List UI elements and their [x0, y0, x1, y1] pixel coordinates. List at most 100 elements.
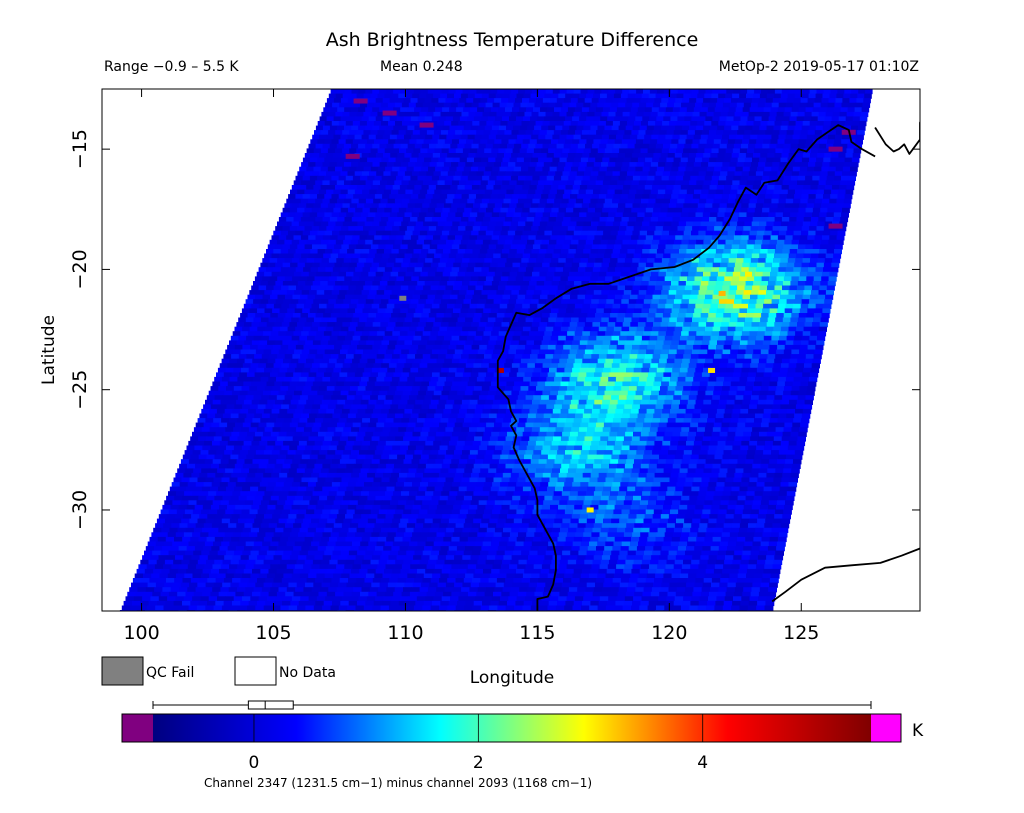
heat-cell: [671, 139, 679, 145]
heat-cell: [403, 322, 412, 328]
heat-cell: [815, 162, 823, 168]
heat-cell: [518, 175, 526, 181]
heat-cell: [634, 249, 643, 255]
plot-area: 100 105 110 115 120 125 −15−20−25−30: [69, 88, 921, 644]
heat-cell: [497, 335, 506, 341]
heat-cell: [646, 102, 654, 108]
heat-cell: [313, 203, 322, 209]
heat-cell: [820, 134, 829, 140]
heat-cell: [546, 376, 555, 383]
heat-cell: [753, 121, 762, 127]
heat-cell: [735, 326, 744, 332]
heat-cell: [429, 267, 438, 273]
heat-cell: [344, 276, 353, 282]
heat-cell: [326, 134, 334, 140]
heat-cell: [636, 189, 645, 195]
heat-cell: [534, 340, 543, 346]
heat-cell: [683, 121, 691, 127]
heat-cell: [594, 372, 603, 378]
heat-cell: [672, 244, 681, 250]
heat-cell: [419, 340, 428, 346]
heat-cell: [332, 349, 341, 355]
heat-cell: [709, 340, 718, 346]
heat-cell: [768, 212, 777, 218]
heat-cell: [814, 98, 823, 104]
heat-cell: [571, 166, 579, 172]
heat-cell: [815, 230, 824, 236]
heat-cell: [860, 111, 869, 118]
heat-cell: [435, 125, 444, 131]
heat-cell: [637, 107, 646, 113]
heat-cell: [673, 299, 682, 305]
heat-cell: [651, 134, 659, 140]
heat-cell: [585, 239, 594, 245]
heat-cell: [507, 303, 516, 309]
heat-cell: [673, 157, 682, 163]
heat-cell: [647, 230, 655, 236]
heat-cell: [800, 267, 809, 273]
heat-cell: [529, 162, 538, 168]
heat-cell: [694, 340, 703, 346]
heat-cell: [469, 281, 478, 287]
heat-cell: [417, 98, 426, 104]
heat-cell: [393, 285, 402, 291]
heat-cell: [536, 281, 545, 287]
heat-cell: [434, 148, 443, 154]
heat-cell: [508, 139, 517, 145]
heat-cell: [293, 180, 302, 186]
heat-cell: [602, 157, 610, 163]
heat-cell: [336, 258, 345, 264]
heat-cell: [336, 162, 345, 168]
heat-cell: [671, 308, 680, 314]
heat-cell: [456, 299, 465, 305]
heat-cell: [780, 363, 790, 369]
heat-cell: [511, 267, 520, 273]
heat-cell: [644, 185, 653, 191]
heat-cell: [485, 230, 494, 236]
heat-cell: [670, 171, 678, 177]
heat-cell: [710, 212, 718, 218]
heat-cell: [412, 294, 421, 300]
heat-cell: [509, 322, 518, 328]
heat-cell: [804, 249, 813, 255]
heat-cell: [472, 294, 481, 300]
heat-cell: [591, 171, 599, 177]
heat-cell: [734, 363, 744, 369]
heat-cell: [502, 317, 512, 323]
heat-cell: [579, 367, 589, 373]
heat-cell: [765, 226, 774, 232]
heat-cell: [469, 171, 478, 177]
heat-cell: [454, 258, 463, 264]
heat-cell: [357, 203, 365, 209]
heat-cell: [676, 290, 685, 296]
heat-cell: [447, 153, 455, 159]
heat-cell: [807, 166, 815, 172]
heat-cell: [795, 331, 804, 337]
heat-cell: [801, 335, 810, 341]
heat-cell: [759, 157, 767, 163]
heat-cell: [509, 203, 518, 209]
heat-cell: [330, 89, 339, 95]
heat-cell: [827, 171, 836, 177]
heat-cell: [433, 235, 441, 241]
heat-cell: [827, 139, 835, 145]
heat-cell: [359, 121, 368, 127]
heat-cell: [416, 372, 425, 378]
heat-cell: [467, 134, 476, 140]
heat-cell: [641, 143, 650, 149]
heat-cell: [322, 143, 331, 149]
heat-cell: [543, 258, 552, 264]
heat-cell: [466, 98, 474, 104]
heat-cell: [601, 290, 610, 296]
heat-cell: [404, 134, 412, 140]
heat-cell: [311, 226, 320, 232]
heat-cell: [264, 308, 273, 314]
heat-cell: [221, 358, 230, 364]
heat-cell: [363, 111, 371, 118]
heat-cell: [583, 148, 592, 154]
heat-cell: [340, 98, 349, 104]
heat-cell: [801, 262, 810, 268]
heat-cell: [324, 372, 333, 378]
heat-cell: [686, 372, 695, 378]
heat-cell: [393, 143, 402, 149]
